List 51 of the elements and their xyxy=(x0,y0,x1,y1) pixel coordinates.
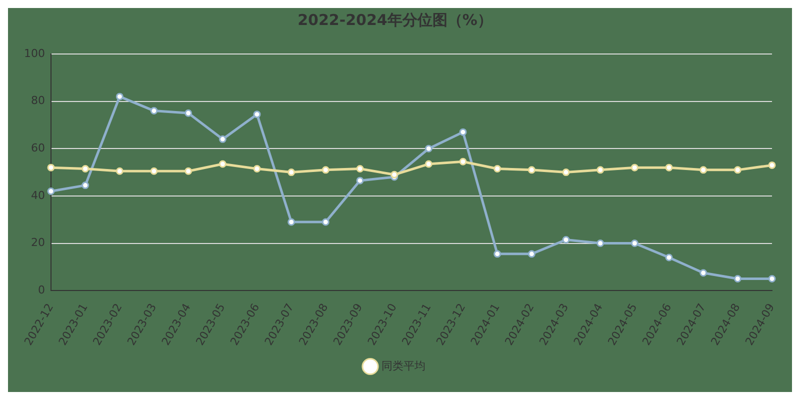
point xyxy=(424,160,432,168)
point xyxy=(528,166,536,174)
chart-title: 2022-2024年分位图（%） xyxy=(298,10,492,29)
point xyxy=(700,269,708,277)
point xyxy=(562,168,570,176)
point xyxy=(596,240,604,248)
point xyxy=(494,250,502,258)
point xyxy=(288,168,296,176)
point xyxy=(253,110,261,118)
point xyxy=(218,160,226,168)
point xyxy=(630,164,638,172)
point xyxy=(82,182,90,190)
point xyxy=(596,166,604,174)
point xyxy=(150,167,158,175)
point xyxy=(494,165,502,172)
point xyxy=(390,170,398,178)
y-tick-label: 40 xyxy=(30,188,45,202)
y-tick-label: 0 xyxy=(38,283,45,296)
point xyxy=(734,166,742,174)
y-tick-label: 100 xyxy=(24,46,45,60)
point xyxy=(47,164,55,172)
point xyxy=(322,166,330,174)
point xyxy=(459,128,467,136)
point xyxy=(630,240,638,248)
point xyxy=(424,144,432,152)
point xyxy=(459,158,467,166)
point xyxy=(82,165,90,172)
legend-label: 同类平均 xyxy=(381,359,426,372)
y-tick-label: 60 xyxy=(30,142,45,154)
point xyxy=(700,166,708,174)
y-tick-label: 80 xyxy=(30,94,45,108)
point xyxy=(322,218,330,226)
point xyxy=(356,165,364,172)
point xyxy=(665,254,673,262)
point xyxy=(768,161,776,169)
point xyxy=(768,275,776,283)
point xyxy=(734,275,742,283)
point xyxy=(288,218,296,226)
point xyxy=(528,250,536,258)
y-tick-label: 20 xyxy=(30,236,45,250)
point xyxy=(562,236,570,244)
point xyxy=(184,109,192,117)
point xyxy=(116,167,124,175)
point xyxy=(116,92,124,100)
point xyxy=(150,107,158,115)
point xyxy=(253,165,261,172)
point xyxy=(665,164,673,172)
point xyxy=(218,135,226,143)
point xyxy=(47,187,55,195)
point xyxy=(184,167,192,175)
point xyxy=(356,176,364,184)
